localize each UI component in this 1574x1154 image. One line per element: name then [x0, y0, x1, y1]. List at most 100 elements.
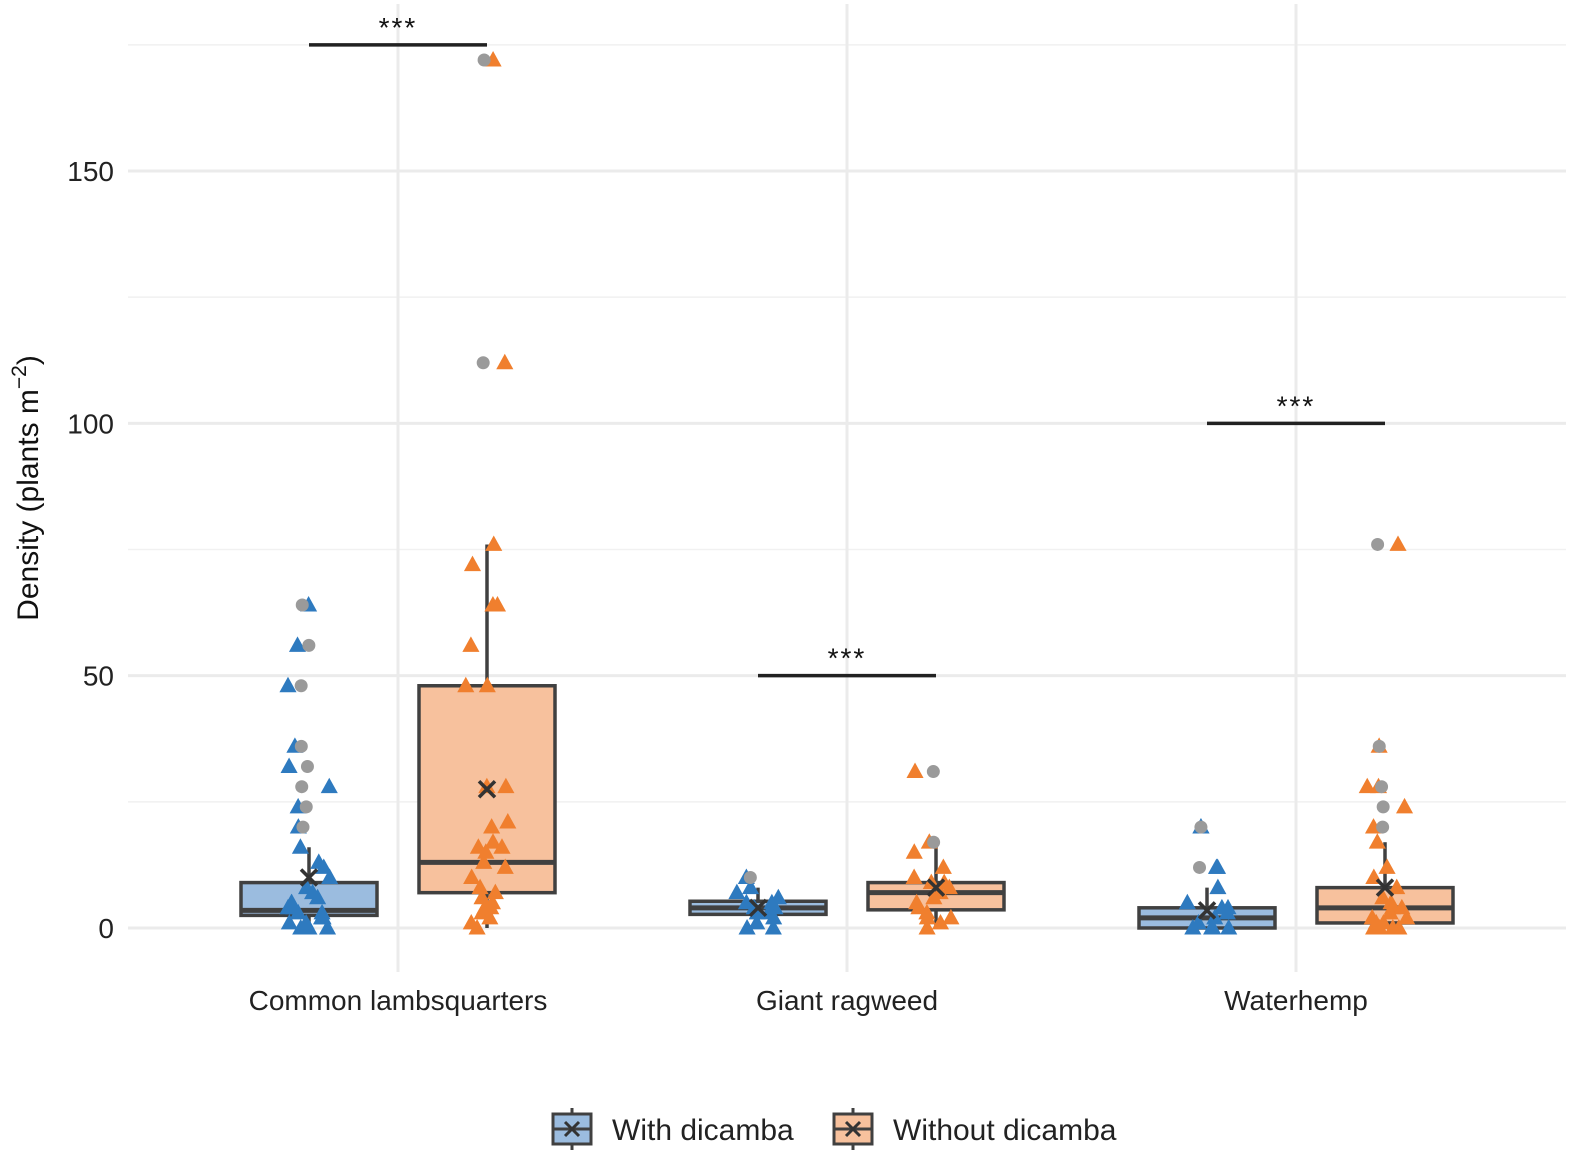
- y-axis-title-exponent: −2: [8, 365, 31, 389]
- data-point-triangle: [315, 858, 333, 874]
- data-point-triangle: [1203, 919, 1221, 935]
- data-point-triangle: [1368, 833, 1386, 849]
- outlier-point: [300, 760, 314, 774]
- data-point-triangle: [280, 757, 298, 773]
- data-points: [1358, 535, 1416, 935]
- data-point-triangle: [478, 676, 496, 693]
- data-point-triangle: [291, 838, 309, 854]
- data-point-triangle: [320, 777, 338, 794]
- mean-marker: [299, 868, 319, 887]
- data-point-triangle: [471, 878, 489, 895]
- outlier-point: [299, 800, 313, 814]
- data-point-triangle: [484, 833, 502, 849]
- data-point-triangle: [1398, 908, 1416, 925]
- data-point-triangle: [463, 868, 481, 885]
- outlier-points: [1371, 537, 1390, 834]
- outlier-points: [294, 598, 316, 834]
- mean-marker: [1375, 878, 1395, 897]
- data-point-triangle: [1178, 893, 1196, 910]
- y-tick-label: 50: [83, 661, 114, 692]
- outlier-point: [927, 835, 941, 849]
- data-point-triangle: [906, 762, 924, 779]
- outlier-point: [1193, 860, 1207, 874]
- data-point-triangle: [1388, 878, 1406, 895]
- y-axis-title-main: Density (plants m: [12, 389, 45, 621]
- data-point-triangle: [1220, 919, 1238, 935]
- significance-label: ***: [1277, 390, 1316, 421]
- x-axis-ticks: Common lambsquarters Giant ragweed Waterhe…: [249, 985, 1368, 1016]
- significance-bracket: ***: [309, 12, 487, 47]
- data-point-triangle: [321, 868, 339, 885]
- box-with-dicamba: [1137, 887, 1277, 930]
- y-tick-label: 0: [98, 913, 114, 944]
- y-axis-title: Density (plants m−2): [8, 355, 45, 621]
- y-tick-label: 150: [67, 156, 114, 187]
- data-point-triangle: [312, 908, 331, 925]
- data-point-triangle: [934, 858, 952, 874]
- outlier-point: [302, 638, 316, 652]
- mean-marker: [1197, 901, 1217, 920]
- outlier-point: [926, 765, 940, 779]
- mean-marker: [477, 779, 497, 799]
- outlier-point: [1371, 537, 1385, 551]
- outlier-point: [1372, 739, 1386, 753]
- data-point-triangle: [918, 919, 936, 935]
- data-point-triangle: [318, 919, 337, 935]
- data-point-triangle: [481, 908, 499, 925]
- outlier-point: [1194, 820, 1208, 834]
- data-point-triangle: [483, 818, 501, 834]
- data-point-triangle: [1209, 858, 1227, 874]
- legend-label: Without dicamba: [893, 1114, 1117, 1147]
- data-point-triangle: [765, 908, 783, 925]
- data-point-triangle: [496, 353, 514, 370]
- data-point-triangle: [1218, 903, 1236, 920]
- significance-bracket: ***: [1207, 390, 1385, 426]
- y-axis-title-suffix: ): [12, 355, 45, 365]
- data-point-triangle: [1381, 903, 1399, 920]
- outlier-point: [477, 53, 491, 67]
- data-point-triangle: [468, 919, 486, 935]
- outlier-point: [1376, 800, 1390, 814]
- outlier-points: [926, 765, 941, 849]
- outlier-point: [1375, 780, 1389, 794]
- data-point-triangle: [457, 676, 475, 693]
- data-point-triangle: [918, 908, 936, 925]
- outlier-points: [743, 871, 757, 885]
- data-point-triangle: [728, 883, 746, 900]
- points-layer: [279, 50, 1416, 935]
- data-point-triangle: [1378, 858, 1396, 874]
- outlier-point: [294, 739, 308, 753]
- data-point-triangle: [484, 596, 502, 612]
- data-point-triangle: [905, 843, 923, 859]
- outlier-point: [743, 871, 757, 885]
- data-point-triangle: [748, 903, 766, 920]
- data-point-triangle: [1365, 919, 1383, 935]
- data-point-triangle: [496, 858, 514, 874]
- data-point-triangle: [300, 919, 318, 935]
- data-point-triangle: [477, 843, 495, 859]
- x-tick-label: Giant ragweed: [756, 985, 938, 1016]
- y-tick-label: 100: [67, 408, 114, 439]
- data-point-triangle: [1209, 878, 1227, 895]
- data-point-triangle: [486, 883, 504, 900]
- data-point-triangle: [925, 888, 943, 905]
- data-point-triangle: [280, 913, 298, 930]
- legend-item-without-dicamba: Without dicamba: [832, 1108, 1117, 1150]
- data-point-triangle: [478, 777, 496, 794]
- box-without-dicamba: [417, 544, 557, 928]
- data-point-triangle: [931, 913, 950, 930]
- outlier-point: [1376, 820, 1390, 834]
- y-axis-ticks: 0 50 100 150: [67, 156, 114, 944]
- data-point-triangle: [288, 636, 307, 652]
- data-point-triangle: [1184, 919, 1202, 935]
- data-point-triangle: [462, 636, 480, 652]
- data-point-triangle: [1374, 888, 1392, 905]
- outlier-point: [295, 780, 309, 794]
- outlier-point: [296, 820, 310, 834]
- data-point-triangle: [473, 888, 491, 905]
- data-point-triangle: [1358, 777, 1376, 794]
- boxes-layer: [239, 544, 1455, 930]
- data-point-triangle: [940, 878, 958, 895]
- x-tick-label: Common lambsquarters: [249, 985, 548, 1016]
